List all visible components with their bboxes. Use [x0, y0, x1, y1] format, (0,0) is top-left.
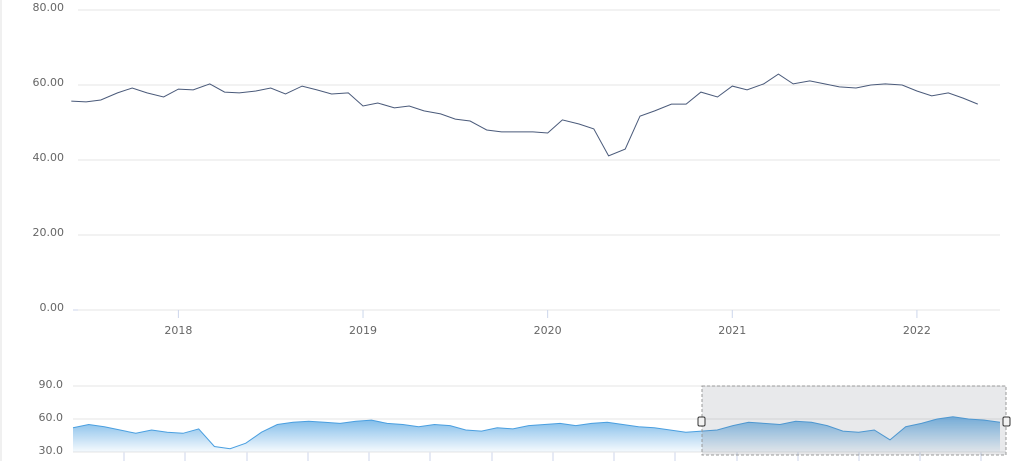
x-tick-label: 2020 [534, 324, 562, 337]
x-tick-label: 2019 [349, 324, 377, 337]
x-tick-label: 2018 [164, 324, 192, 337]
y-tick-label: 40.00 [33, 151, 65, 164]
navigator-handle[interactable] [697, 416, 706, 427]
y-tick-label: 80.00 [33, 1, 65, 14]
y-tick-label: 90.0 [39, 378, 64, 391]
navigator-mask [701, 385, 1007, 456]
data-line [71, 73, 978, 157]
y-tick-label: 0.00 [40, 301, 65, 314]
area-line [72, 416, 1001, 450]
x-tick-label: 2022 [903, 324, 931, 337]
x-tick-label: 2021 [718, 324, 746, 337]
navigator-handle[interactable] [1002, 416, 1011, 427]
navigator-ticks [123, 452, 982, 461]
y-tick-label: 60.00 [33, 76, 65, 89]
y-tick-label: 30.0 [39, 444, 64, 457]
y-tick-label: 20.00 [33, 226, 65, 239]
y-tick-label: 60.0 [39, 411, 64, 424]
area-fill [73, 416, 1000, 452]
